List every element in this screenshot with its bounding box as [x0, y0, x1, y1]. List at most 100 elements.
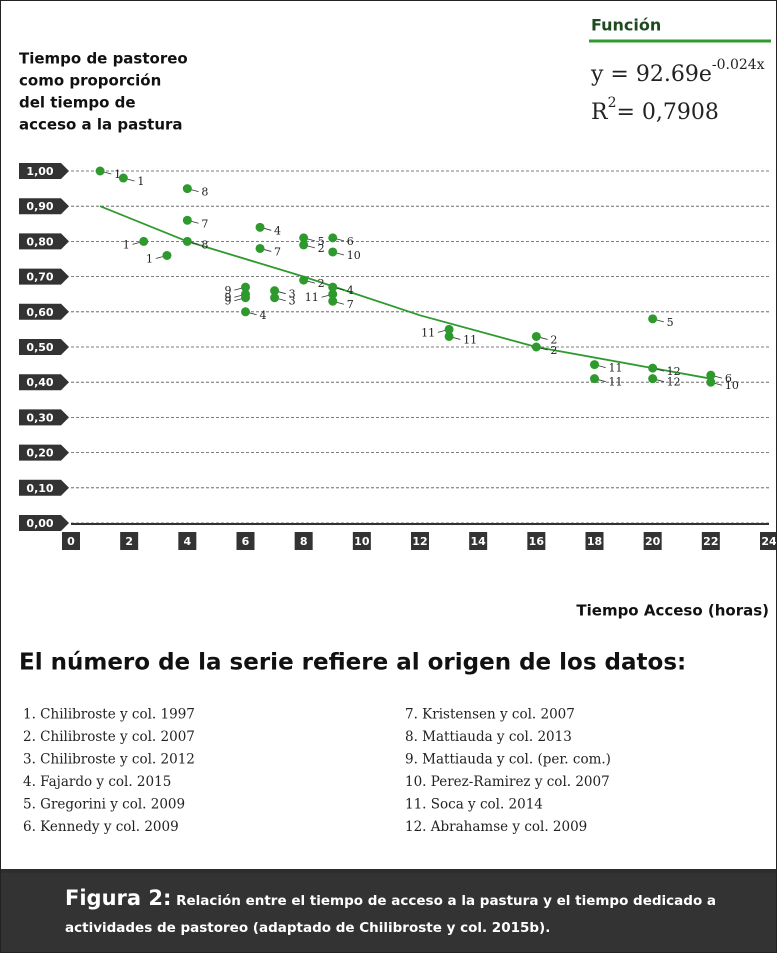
x-tick-box [760, 532, 776, 550]
point-label: 2 [318, 242, 325, 255]
y-tick-box [19, 515, 69, 531]
point-label: 7 [201, 217, 208, 230]
x-tick-label: 24 [761, 535, 776, 548]
data-point [299, 240, 309, 250]
x-tick-box [352, 532, 371, 550]
point-label: 1 [146, 252, 153, 265]
data-point [299, 275, 309, 285]
x-tick-label: 10 [354, 535, 370, 548]
source-item: 4. Fajardo y col. 2015 [23, 774, 171, 790]
y-tick-box [19, 479, 69, 496]
x-axis-label: Tiempo Acceso (horas) [576, 602, 769, 620]
data-point [182, 236, 192, 246]
x-tick-label: 22 [703, 535, 718, 548]
y-tick-label: 0,70 [26, 271, 53, 284]
sources-heading: El número de la serie refiere al origen … [19, 650, 686, 676]
data-point [590, 374, 599, 384]
y-axis-label: Tiempo de pastoreo [19, 50, 188, 68]
y-tick-label: 0,00 [26, 517, 53, 530]
data-point [328, 247, 338, 257]
source-item: 2. Chilibroste y col. 2007 [23, 729, 195, 745]
data-point [648, 314, 658, 324]
x-tick-label: 18 [587, 535, 602, 548]
x-tick-box [701, 532, 720, 550]
y-tick-box [19, 374, 69, 391]
y-tick-label: 0,90 [26, 200, 53, 213]
x-tick-box [294, 532, 313, 550]
point-label: 3 [289, 288, 296, 301]
data-point [444, 331, 454, 341]
point-label: 8 [201, 238, 208, 251]
source-item: 1. Chilibroste y col. 1997 [23, 707, 195, 723]
point-label: 4 [274, 224, 281, 237]
caption-text: Relación entre el tiempo de acceso a la … [65, 893, 717, 936]
data-point [118, 173, 128, 183]
r-squared: R2= 0,7908 [591, 95, 719, 125]
x-tick-label: 6 [242, 535, 250, 548]
data-point [648, 363, 658, 373]
data-point [531, 331, 541, 341]
point-label: 11 [421, 326, 435, 339]
point-label: 1 [123, 238, 130, 251]
x-tick-box [411, 532, 429, 550]
point-label: 9 [225, 291, 232, 304]
r-squared-base: R [591, 100, 609, 125]
y-tick-box [19, 163, 69, 179]
y-tick-label: 0,60 [26, 306, 53, 319]
caption-label: Figura 2: [65, 886, 172, 910]
x-tick-box [585, 532, 604, 550]
point-label: 10 [347, 249, 361, 262]
point-label: 6 [347, 235, 354, 248]
x-tick-box [62, 532, 80, 550]
y-tick-label: 0,40 [26, 376, 53, 389]
data-point [590, 360, 599, 370]
point-label: 7 [274, 245, 281, 258]
source-item: 8. Mattiauda y col. 2013 [405, 729, 572, 745]
y-tick-box [19, 198, 69, 215]
y-tick-label: 0,50 [26, 341, 53, 354]
point-label: 4 [260, 309, 267, 322]
data-point [270, 293, 280, 303]
point-label: 12 [667, 376, 681, 389]
y-tick-label: 0,20 [26, 447, 53, 460]
point-label: 1 [137, 175, 144, 188]
point-label: 11 [609, 376, 623, 389]
y-axis-label: acceso a la pastura [19, 116, 183, 134]
point-label: 6 [725, 372, 732, 385]
point-label: 8 [201, 186, 208, 199]
caption: Figura 2: Relación entre el tiempo de ac… [65, 885, 755, 942]
data-point [182, 215, 192, 225]
data-point [706, 377, 716, 387]
data-point [648, 374, 658, 384]
chart: Función y = 92.69e-0.024x R2= 0,7908 Tie… [19, 16, 776, 835]
x-tick-label: 2 [125, 535, 133, 548]
data-point [531, 342, 541, 352]
data-point [241, 307, 250, 317]
x-tick-label: 20 [645, 535, 661, 548]
x-tick-box [120, 532, 139, 550]
point-label: 10 [725, 379, 739, 392]
x-tick-box [527, 532, 546, 550]
equation-base: y = 92.69e [590, 62, 712, 87]
point-label: 5 [318, 235, 325, 248]
r-squared-exponent: 2 [608, 95, 617, 111]
y-tick-box [19, 339, 69, 355]
data-point [270, 286, 280, 296]
data-point [328, 296, 338, 306]
x-tick-label: 4 [184, 535, 192, 548]
point-label: 11 [463, 333, 477, 346]
trend-line [99, 205, 711, 380]
point-label: 11 [609, 362, 623, 375]
data-point [162, 250, 172, 260]
point-label: 4 [347, 284, 354, 297]
y-axis-label: como proporción [19, 72, 161, 90]
y-tick-label: 1,00 [26, 165, 53, 178]
source-item: 9. Mattiauda y col. (per. com.) [405, 752, 611, 768]
data-point [241, 282, 250, 292]
point-label: 5 [667, 316, 674, 329]
point-label: 2 [550, 344, 557, 357]
data-point [328, 282, 338, 292]
y-tick-box [19, 444, 69, 461]
y-tick-box [19, 233, 69, 250]
